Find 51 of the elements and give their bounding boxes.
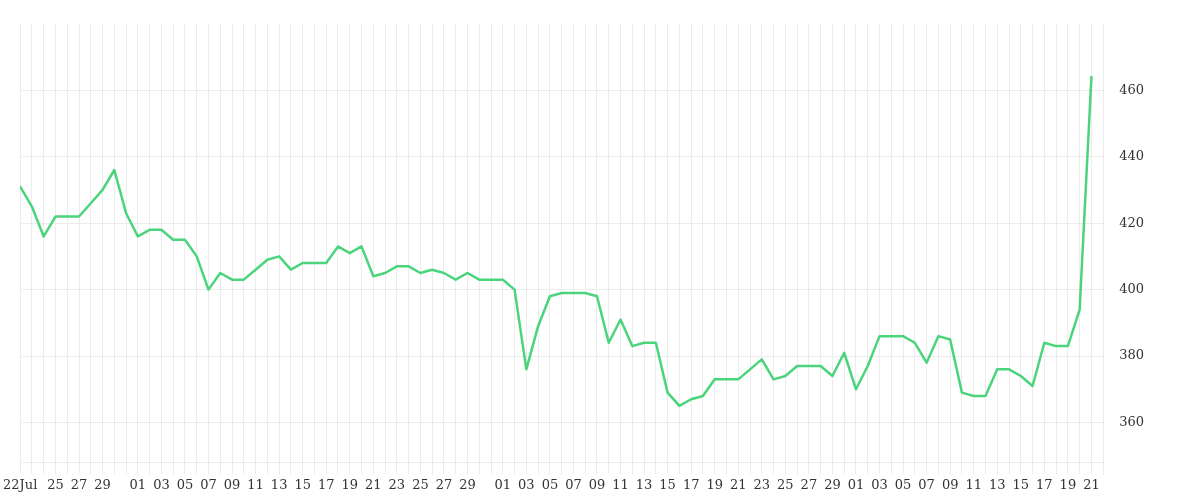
x-tick-label: 03 [518, 476, 535, 492]
x-tick-label: 27 [800, 476, 818, 492]
x-tick-label: 19 [706, 476, 723, 492]
x-tick-label: 29 [94, 476, 111, 492]
x-tick-label: 05 [176, 476, 194, 492]
y-tick-label: 460 [1119, 81, 1145, 97]
x-tick-label: 13 [988, 476, 1006, 492]
y-tick-label: 440 [1119, 148, 1145, 164]
x-tick-label: 15 [294, 476, 311, 492]
y-tick-label: 420 [1119, 214, 1145, 230]
x-tick-label: 22Jul [2, 476, 38, 492]
x-tick-label: 09 [941, 476, 959, 492]
y-tick-label: 360 [1119, 413, 1145, 429]
x-tick-label: 17 [1036, 476, 1053, 492]
x-tick-label: 29 [824, 476, 841, 492]
x-tick-label: 15 [1012, 476, 1030, 492]
x-tick-label: 19 [341, 476, 359, 492]
x-tick-label: 25 [47, 476, 64, 492]
x-tick-label: 01 [494, 476, 512, 492]
x-tick-label: 25 [777, 476, 794, 492]
x-tick-label: 19 [1059, 476, 1077, 492]
x-tick-label: 17 [317, 476, 335, 492]
x-tick-label: 05 [541, 476, 559, 492]
y-tick-label: 380 [1119, 347, 1145, 363]
x-tick-label: 07 [200, 476, 217, 492]
x-tick-label: 09 [588, 476, 606, 492]
x-tick-label: 01 [129, 476, 147, 492]
x-tick-label: 11 [612, 476, 629, 492]
x-tick-label: 27 [70, 476, 88, 492]
x-tick-label: 23 [753, 476, 771, 492]
x-tick-label: 09 [223, 476, 241, 492]
x-tick-label: 07 [918, 476, 935, 492]
x-tick-label: 21 [1083, 476, 1100, 492]
x-tick-label: 25 [412, 476, 429, 492]
x-tick-label: 23 [388, 476, 406, 492]
x-tick-label: 13 [635, 476, 653, 492]
x-tick-label: 05 [894, 476, 912, 492]
x-tick-label: 13 [270, 476, 288, 492]
x-tick-label: 21 [729, 476, 747, 492]
x-tick-label: 03 [871, 476, 888, 492]
y-tick-label: 400 [1119, 280, 1145, 296]
x-tick-label: 27 [435, 476, 453, 492]
x-tick-label: 01 [847, 476, 865, 492]
x-tick-label: 21 [365, 476, 382, 492]
x-tick-label: 17 [682, 476, 700, 492]
x-tick-label: 07 [565, 476, 582, 492]
x-tick-label: 03 [153, 476, 170, 492]
x-tick-label: 11 [965, 476, 982, 492]
x-tick-label: 11 [247, 476, 264, 492]
x-tick-label: 29 [459, 476, 476, 492]
x-tick-label: 15 [659, 476, 676, 492]
